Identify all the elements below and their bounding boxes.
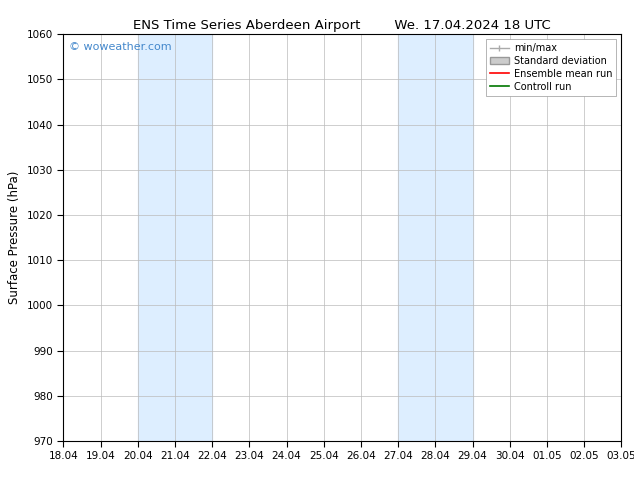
Legend: min/max, Standard deviation, Ensemble mean run, Controll run: min/max, Standard deviation, Ensemble me… — [486, 39, 616, 96]
Title: ENS Time Series Aberdeen Airport        We. 17.04.2024 18 UTC: ENS Time Series Aberdeen Airport We. 17.… — [134, 19, 551, 32]
Bar — [398, 34, 472, 441]
Text: © woweather.com: © woweather.com — [69, 43, 172, 52]
Bar — [138, 34, 212, 441]
Y-axis label: Surface Pressure (hPa): Surface Pressure (hPa) — [8, 171, 21, 304]
